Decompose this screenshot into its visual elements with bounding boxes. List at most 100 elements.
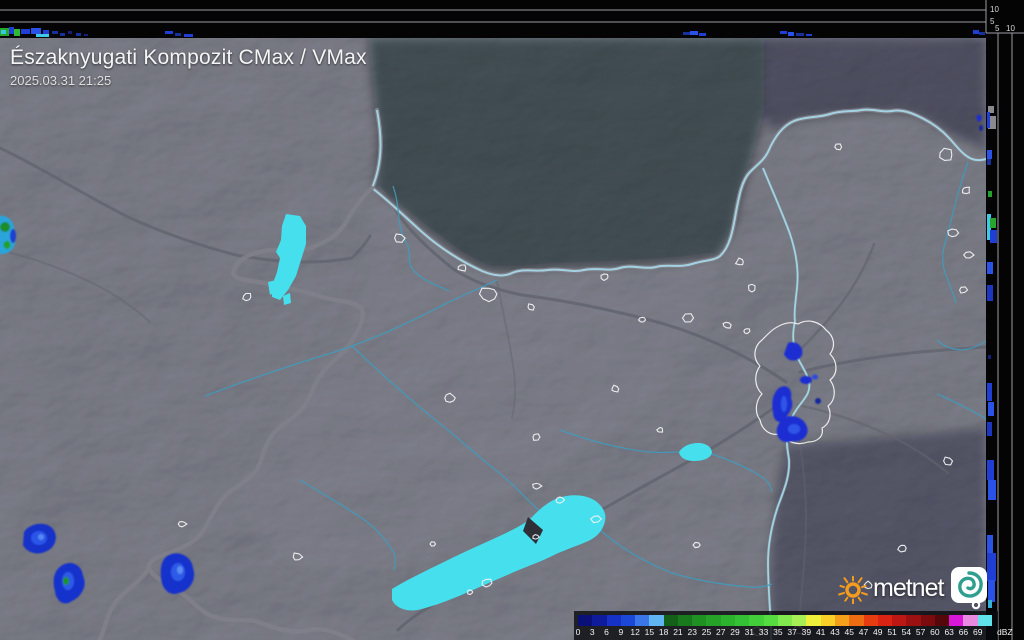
- colorbar-tick-label: 54: [901, 627, 912, 637]
- dbz-colorbar: 0 3 6 9 12 15 18 21 23 25 27 29 31 33 35 37 39 41 43 45 47 49…: [574, 611, 1013, 640]
- colorbar-tick-label: 60: [930, 627, 940, 637]
- top-panel-echo: [175, 33, 181, 36]
- colorbar-segment: [849, 615, 864, 626]
- right-panel-echo: [987, 150, 992, 159]
- top-panel-echo: [165, 31, 173, 34]
- right-panel-echo: [988, 191, 992, 197]
- radar-echo: [38, 534, 44, 540]
- river-line: [392, 185, 450, 292]
- top-panel-echo: [84, 34, 88, 36]
- colorbar-segment: [735, 615, 750, 626]
- region-shade: [236, 190, 718, 575]
- river-line: [204, 279, 498, 397]
- radar-echo: [976, 114, 982, 122]
- colorbar-segment: [863, 615, 879, 626]
- colorbar-unit-label: dBZ: [997, 627, 1013, 637]
- timestamp: 2025.03.31 21:25: [10, 73, 112, 88]
- colorbar-tick-label: 37: [787, 627, 797, 637]
- town-outline: [748, 283, 756, 293]
- colorbar-tick-label: 43: [830, 627, 840, 637]
- colorbar-tick-label: 29: [730, 627, 740, 637]
- town-outline: [478, 287, 498, 303]
- town-outline: [600, 273, 609, 282]
- region-shading: [236, 38, 986, 640]
- town-outline: [555, 496, 566, 504]
- colorbar-tick-label: 49: [873, 627, 883, 637]
- radar-echo: [815, 398, 821, 404]
- radar-echo: [812, 374, 818, 380]
- top-panel-echo: [21, 29, 30, 34]
- road-line: [796, 242, 876, 354]
- colorbar-tick-label: 45: [844, 627, 854, 637]
- town-outline: [527, 303, 535, 311]
- peninsula-shape: [523, 517, 543, 544]
- region-shade: [368, 38, 764, 274]
- radar-echo: [800, 376, 812, 384]
- colorbar-segment: [834, 615, 850, 626]
- sun-ray: [857, 577, 863, 584]
- colorbar-segment: [820, 615, 836, 626]
- sun-ray: [839, 584, 845, 589]
- top-panel-echo: [68, 31, 72, 34]
- sun-ray: [857, 596, 862, 602]
- right-panel-echo: [987, 214, 991, 240]
- top-panel-echo: [690, 31, 698, 35]
- right-panel-echo: [987, 383, 992, 401]
- top-panel-echo: [788, 32, 794, 36]
- town-outline: [242, 292, 252, 302]
- colorbar-tick-label: 21: [673, 627, 683, 637]
- radar-echo: [10, 229, 16, 243]
- town-outline: [962, 251, 975, 259]
- radar-echo: [784, 342, 803, 361]
- town-outline: [444, 392, 456, 403]
- colorbar-tick-label: 57: [915, 627, 926, 637]
- town-outline: [532, 482, 543, 490]
- lakes-layer: [268, 214, 712, 611]
- right-panel-echo: [987, 159, 991, 165]
- colorbar-tick-label: 23: [687, 627, 697, 637]
- top-panel-echo: [43, 30, 49, 34]
- sun-ray: [843, 577, 849, 584]
- road-line: [377, 186, 788, 384]
- colorbar-segment: [906, 615, 922, 626]
- right-panel-height-label-5: 5: [995, 24, 1000, 33]
- colorbar-tick-label: 9: [618, 627, 624, 637]
- river-line: [936, 393, 987, 421]
- radar-echo: [781, 396, 787, 412]
- town-outline: [958, 286, 969, 294]
- right-panel-echo: [987, 112, 990, 128]
- town-outline: [722, 321, 732, 329]
- town-outline: [177, 521, 188, 528]
- colorbar-segment: [606, 615, 622, 626]
- top-profile-panel: [0, 0, 1024, 38]
- top-panel-echo: [31, 28, 41, 34]
- river-line: [711, 453, 773, 493]
- right-panel-echo: [990, 218, 996, 228]
- right-panel-height-label-10: 10: [1006, 24, 1015, 33]
- colorbar-tick-label: 27: [716, 627, 726, 637]
- sun-ray: [838, 591, 845, 596]
- town-outline: [429, 541, 437, 547]
- top-panel-echo: [979, 32, 985, 35]
- town-outline: [681, 313, 695, 323]
- road-line: [496, 281, 517, 419]
- colorbar-segment: [749, 615, 764, 626]
- road-line: [798, 345, 988, 374]
- colorbar-segment: [920, 615, 936, 626]
- cyclone-icon: [951, 567, 988, 610]
- colorbar-segment: [792, 615, 807, 626]
- town-outline: [942, 456, 954, 466]
- lake-shape: [283, 293, 291, 305]
- colorbar-segment: [635, 615, 650, 626]
- colorbar-tick-label: 18: [658, 627, 669, 637]
- top-panel-echo: [699, 33, 706, 36]
- colorbar-segment: [706, 615, 722, 626]
- river-line: [351, 345, 541, 513]
- colorbar-segment: [677, 615, 693, 626]
- road-line: [794, 419, 808, 640]
- top-panel-echo: [973, 30, 979, 34]
- metnet-logo: metnet: [838, 566, 990, 610]
- colorbar-segment: [977, 615, 993, 626]
- top-panel-echo: [796, 33, 804, 36]
- town-outline: [589, 515, 603, 524]
